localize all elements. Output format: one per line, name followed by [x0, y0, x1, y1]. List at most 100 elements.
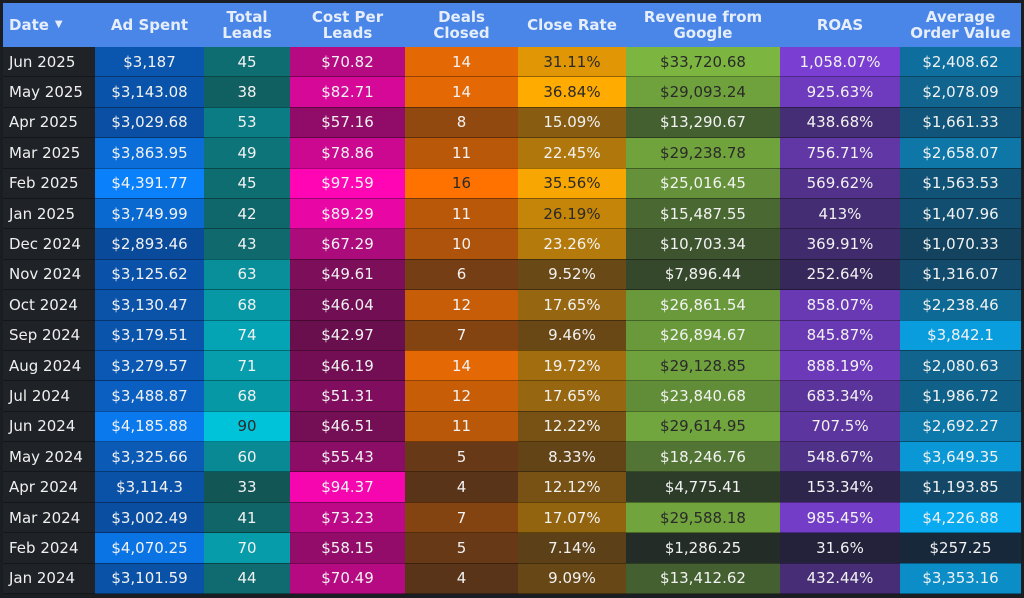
heatmap-cell: $18,246.76: [626, 441, 780, 473]
heatmap-cell: $7,896.44: [626, 259, 780, 291]
heatmap-cell: $2,078.09: [900, 76, 1021, 108]
heatmap-cell: $29,614.95: [626, 411, 780, 443]
heatmap-cell: $3,029.68: [95, 107, 204, 139]
heatmap-cell: 12.12%: [518, 471, 626, 503]
heatmap-cell: 60: [204, 441, 290, 473]
heatmap-cell: $2,692.27: [900, 411, 1021, 443]
date-cell: Jul 2024: [3, 380, 95, 412]
heatmap-cell: $10,703.34: [626, 228, 780, 260]
heatmap-cell: 858.07%: [780, 289, 900, 321]
heatmap-cell: 26.19%: [518, 198, 626, 230]
heatmap-cell: 12: [405, 289, 518, 321]
column-header[interactable]: Deals Closed: [405, 3, 518, 47]
table-row: Aug 2024 $3,279.57 71 $46.19 14 19.72% $29,128…: [3, 350, 1021, 382]
heatmap-cell: 5: [405, 532, 518, 564]
heatmap-cell: $13,412.62: [626, 563, 780, 595]
heatmap-cell: 548.67%: [780, 441, 900, 473]
column-header[interactable]: Close Rate: [518, 3, 626, 47]
heatmap-cell: 31.11%: [518, 47, 626, 78]
heatmap-cell: $25,016.45: [626, 168, 780, 199]
column-header[interactable]: Average Order Value: [900, 3, 1021, 47]
heatmap-cell: $3,749.99: [95, 198, 204, 230]
header-row: Date ▼ Ad Spent Total Leads Cost Per Leads De…: [3, 3, 1021, 47]
heatmap-cell: $82.71: [290, 76, 405, 108]
heatmap-cell: 7.14%: [518, 532, 626, 564]
heatmap-cell: 45: [204, 47, 290, 78]
heatmap-cell: 707.5%: [780, 411, 900, 443]
table-row: Jan 2025 $3,749.99 42 $89.29 11 26.19% $15,487…: [3, 198, 1021, 230]
heatmap-cell: 413%: [780, 198, 900, 230]
heatmap-cell: 925.63%: [780, 76, 900, 108]
heatmap-cell: 31.6%: [780, 532, 900, 564]
heatmap-cell: $257.25: [900, 532, 1021, 564]
heatmap-cell: $70.82: [290, 47, 405, 78]
date-cell: Mar 2025: [3, 137, 95, 169]
heatmap-cell: $3,143.08: [95, 76, 204, 108]
date-cell: Apr 2025: [3, 107, 95, 139]
heatmap-cell: $3,279.57: [95, 350, 204, 382]
table-row: Mar 2024 $3,002.49 41 $73.23 7 17.07% $29,588.…: [3, 502, 1021, 534]
date-cell: Feb 2024: [3, 532, 95, 564]
date-cell: Mar 2024: [3, 502, 95, 534]
heatmap-cell: $2,893.46: [95, 228, 204, 260]
heatmap-cell: 71: [204, 350, 290, 382]
heatmap-cell: 7: [405, 502, 518, 534]
column-header-label: Cost Per Leads: [311, 8, 384, 42]
heatmap-cell: 369.91%: [780, 228, 900, 260]
column-header-label: Total Leads: [222, 8, 272, 42]
heatmap-cell: $4,391.77: [95, 168, 204, 199]
heatmap-cell: $15,487.55: [626, 198, 780, 230]
heatmap-table: Date ▼ Ad Spent Total Leads Cost Per Leads De…: [3, 3, 1021, 595]
heatmap-cell: $46.19: [290, 350, 405, 382]
heatmap-cell: 845.87%: [780, 320, 900, 351]
column-header[interactable]: Ad Spent: [95, 3, 204, 47]
heatmap-cell: 17.65%: [518, 380, 626, 412]
date-cell: Jun 2025: [3, 47, 95, 78]
heatmap-cell: $3,488.87: [95, 380, 204, 412]
heatmap-cell: $42.97: [290, 320, 405, 351]
column-header[interactable]: Cost Per Leads: [290, 3, 405, 47]
date-cell: Sep 2024: [3, 320, 95, 351]
heatmap-cell: $1,070.33: [900, 228, 1021, 260]
heatmap-cell: 22.45%: [518, 137, 626, 169]
heatmap-cell: $3,125.62: [95, 259, 204, 291]
heatmap-cell: 53: [204, 107, 290, 139]
column-header-label: Date: [9, 15, 49, 34]
table-row: Jun 2024 $4,185.88 90 $46.51 11 12.22% $29,614…: [3, 411, 1021, 443]
heatmap-cell: 888.19%: [780, 350, 900, 382]
column-header-label: Ad Spent: [110, 16, 189, 34]
heatmap-cell: 38: [204, 76, 290, 108]
heatmap-cell: 432.44%: [780, 563, 900, 595]
heatmap-cell: $4,775.41: [626, 471, 780, 503]
column-header[interactable]: Total Leads: [204, 3, 290, 47]
heatmap-cell: 12.22%: [518, 411, 626, 443]
table-row: Oct 2024 $3,130.47 68 $46.04 12 17.65% $26,861…: [3, 289, 1021, 321]
heatmap-cell: $4,185.88: [95, 411, 204, 443]
heatmap-cell: 9.46%: [518, 320, 626, 351]
heatmap-cell: 63: [204, 259, 290, 291]
table-row: Sep 2024 $3,179.51 74 $42.97 7 9.46% $26,894.6…: [3, 320, 1021, 351]
heatmap-cell: $26,861.54: [626, 289, 780, 321]
heatmap-cell: 19.72%: [518, 350, 626, 382]
column-header[interactable]: Revenue from Google: [626, 3, 780, 47]
date-cell: Jun 2024: [3, 411, 95, 443]
sort-descending-icon[interactable]: ▼: [54, 19, 63, 31]
heatmap-cell: $1,193.85: [900, 471, 1021, 503]
column-header-date[interactable]: Date ▼: [3, 3, 95, 47]
heatmap-cell: $58.15: [290, 532, 405, 564]
heatmap-cell: 9.52%: [518, 259, 626, 291]
table-row: Apr 2025 $3,029.68 53 $57.16 8 15.09% $13,290.…: [3, 107, 1021, 139]
heatmap-cell: $33,720.68: [626, 47, 780, 78]
table-row: Feb 2024 $4,070.25 70 $58.15 5 7.14% $1,286.25…: [3, 532, 1021, 564]
date-cell: Nov 2024: [3, 259, 95, 291]
heatmap-cell: $3,130.47: [95, 289, 204, 321]
heatmap-cell: 9.09%: [518, 563, 626, 595]
table-row: Jun 2025 $3,187 45 $70.82 14 31.11% $33,720.68…: [3, 47, 1021, 78]
heatmap-cell: $97.59: [290, 168, 405, 199]
heatmap-cell: 90: [204, 411, 290, 443]
heatmap-cell: 7: [405, 320, 518, 351]
column-header-label: Average Order Value: [910, 8, 1011, 42]
heatmap-cell: $55.43: [290, 441, 405, 473]
heatmap-cell: 683.34%: [780, 380, 900, 412]
column-header[interactable]: ROAS: [780, 3, 900, 47]
